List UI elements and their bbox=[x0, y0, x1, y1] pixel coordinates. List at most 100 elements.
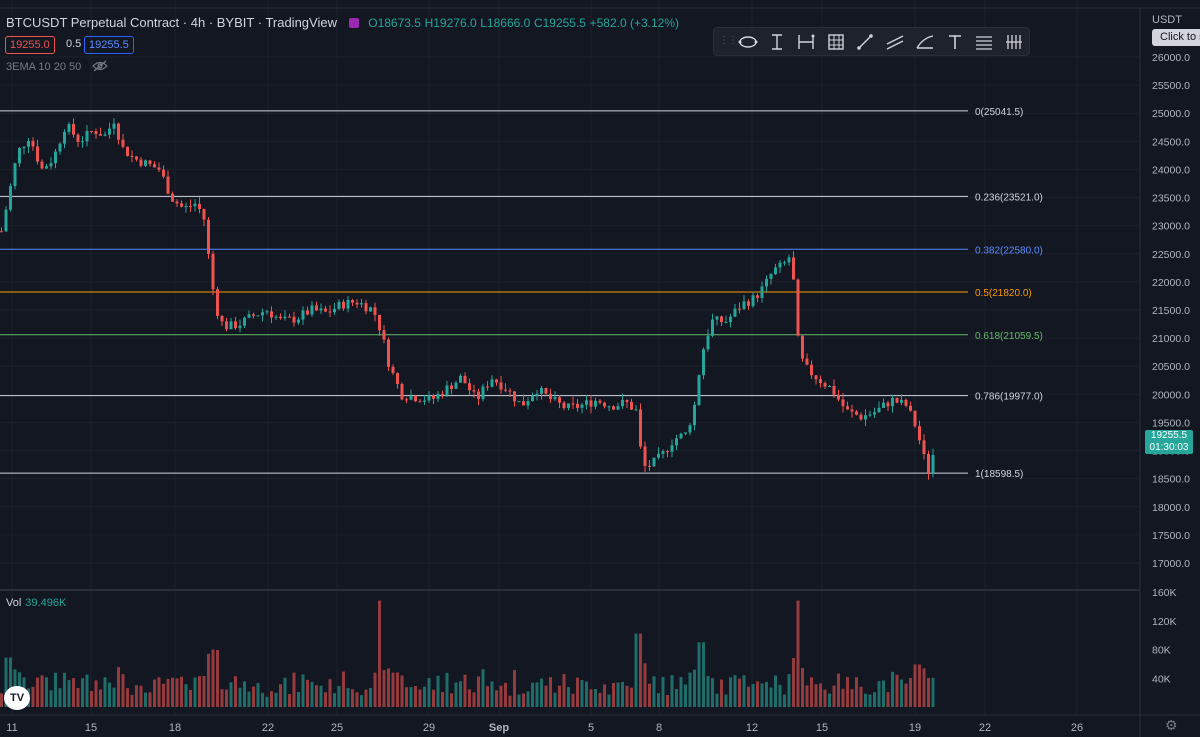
candle-body bbox=[688, 425, 692, 433]
candle-body bbox=[328, 311, 332, 313]
volume-bar bbox=[675, 689, 678, 707]
lines-icon[interactable] bbox=[974, 32, 994, 52]
volume-bar bbox=[702, 642, 705, 707]
volume-bar bbox=[715, 693, 719, 707]
candle-body bbox=[85, 130, 89, 142]
candle-body bbox=[427, 395, 431, 401]
text-cursor-icon[interactable] bbox=[767, 32, 787, 52]
time-tick-label: 22 bbox=[979, 722, 991, 734]
volume-bar bbox=[855, 677, 858, 707]
text-icon[interactable] bbox=[945, 32, 965, 52]
volume-bar bbox=[918, 664, 921, 707]
ohlc-low: L18666.0 bbox=[480, 16, 531, 30]
bid-button[interactable]: 19255.0 bbox=[5, 36, 55, 54]
candle-body bbox=[121, 139, 125, 147]
currency-selector[interactable]: USDT bbox=[1152, 14, 1182, 26]
candle-body bbox=[495, 379, 498, 383]
volume-bar bbox=[238, 687, 242, 707]
volume-bar bbox=[553, 692, 557, 707]
gear-icon[interactable]: ⚙ bbox=[1165, 717, 1178, 733]
status-dot-icon bbox=[348, 18, 359, 28]
price-tick-label: 20000.0 bbox=[1152, 389, 1190, 401]
fib-retracement[interactable]: 0(25041.5) 0.236(23521.0) 0.382(22580.0) 0.… bbox=[0, 107, 1043, 480]
volume-bar bbox=[220, 689, 224, 707]
candle-body bbox=[58, 143, 62, 152]
candle-body bbox=[261, 312, 264, 316]
candle-body bbox=[333, 308, 336, 313]
lasso-icon[interactable] bbox=[738, 32, 758, 52]
ohlc-open: O18673.5 bbox=[368, 16, 421, 30]
volume-bar bbox=[544, 685, 548, 707]
measure-icon[interactable] bbox=[1004, 32, 1024, 52]
candle-body bbox=[130, 155, 134, 157]
drag-handle-icon[interactable]: ⋮⋮ bbox=[719, 35, 738, 46]
volume-bar bbox=[846, 677, 849, 707]
candle-body bbox=[661, 451, 665, 454]
candle-body bbox=[657, 453, 660, 458]
candle-body bbox=[792, 257, 795, 280]
price-tick-label: 23500.0 bbox=[1152, 193, 1190, 205]
pitchfork-icon[interactable] bbox=[915, 32, 935, 52]
candle-body bbox=[576, 403, 579, 408]
volume-bar bbox=[324, 692, 327, 707]
trend-line-icon[interactable] bbox=[855, 32, 875, 52]
candle-body bbox=[517, 401, 521, 403]
candle-body bbox=[310, 305, 314, 315]
volume-bar bbox=[765, 681, 768, 707]
candle-body bbox=[45, 166, 48, 169]
time-tick-label: Sep bbox=[489, 722, 509, 734]
volume-bar bbox=[616, 682, 620, 707]
volume-bar bbox=[711, 678, 714, 707]
candle-body bbox=[396, 373, 399, 384]
volume-bar bbox=[355, 692, 359, 707]
time-axis[interactable]: 11 15 18 22 25 29 Sep 5 8 12 15 19 22 26 bbox=[6, 722, 1083, 734]
price-axis[interactable]: 17000.017500.018000.018500.019000.019500… bbox=[1152, 52, 1190, 570]
candle-body bbox=[63, 131, 66, 144]
range-icon[interactable] bbox=[796, 32, 816, 52]
candle-body bbox=[868, 414, 872, 416]
volume-bar bbox=[274, 692, 278, 707]
last-price-value: 19255.5 bbox=[1150, 430, 1188, 441]
volume-bar bbox=[922, 668, 926, 707]
volume-bar bbox=[580, 679, 584, 707]
volume-bar bbox=[117, 667, 120, 707]
volume-bar bbox=[495, 690, 498, 707]
candle-body bbox=[693, 405, 696, 426]
candle-body bbox=[697, 375, 701, 406]
volume-bar bbox=[373, 672, 377, 707]
candle-body bbox=[382, 330, 386, 340]
candle-body bbox=[112, 123, 116, 129]
volume-bar bbox=[346, 688, 350, 707]
interval-label[interactable]: 4h bbox=[190, 15, 206, 30]
ohlc-high: H19276.0 bbox=[424, 16, 477, 30]
candle-body bbox=[436, 393, 440, 399]
volume-series bbox=[0, 600, 935, 707]
price-tick-label: 21000.0 bbox=[1152, 333, 1190, 345]
candle-body bbox=[72, 124, 75, 135]
price-tick-label: 22000.0 bbox=[1152, 277, 1190, 289]
grid-icon[interactable] bbox=[826, 32, 846, 52]
volume-bar bbox=[877, 681, 881, 707]
candle-body bbox=[630, 401, 633, 410]
volume-bar bbox=[234, 676, 237, 707]
candle-body bbox=[931, 455, 935, 473]
volume-bar bbox=[193, 677, 197, 707]
volume-bar bbox=[679, 677, 683, 707]
eye-hidden-icon[interactable] bbox=[92, 60, 109, 75]
volume-bar bbox=[792, 658, 795, 707]
volume-tick-label: 160K bbox=[1152, 587, 1177, 599]
candle-body bbox=[711, 319, 714, 336]
volume-bar bbox=[319, 685, 323, 707]
tradingview-logo-icon[interactable]: TV bbox=[4, 686, 30, 710]
candle-body bbox=[256, 315, 260, 317]
ask-button[interactable]: 19255.5 bbox=[84, 36, 134, 54]
candle-body bbox=[499, 382, 503, 390]
parallel-channel-icon[interactable] bbox=[885, 32, 905, 52]
volume-bar bbox=[378, 600, 381, 707]
symbol-title[interactable]: BTCUSDT Perpetual Contract bbox=[6, 15, 180, 30]
volume-bar bbox=[499, 685, 503, 707]
volume-legend[interactable]: Vol 39.496K bbox=[6, 597, 66, 609]
indicator-legend[interactable]: 3EMA 10 20 50 bbox=[6, 60, 109, 75]
volume-bar bbox=[94, 680, 98, 707]
